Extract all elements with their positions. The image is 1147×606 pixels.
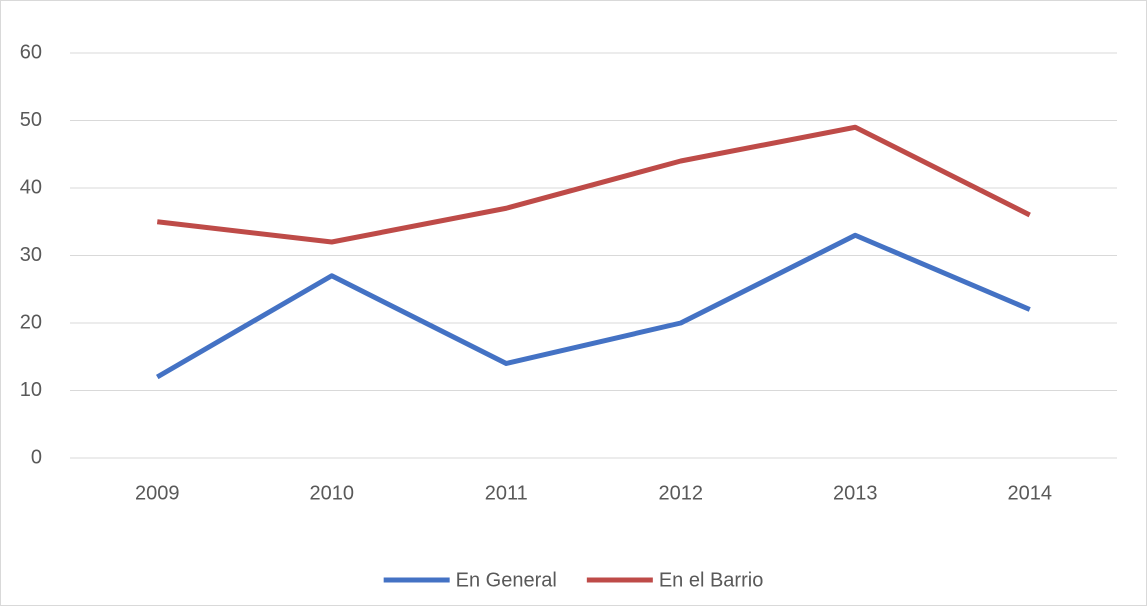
series-line (155, 232, 1031, 380)
legend-label: En General (456, 569, 557, 591)
x-tick-label: 2014 (1008, 482, 1053, 504)
x-tick-label: 2012 (659, 482, 704, 504)
series-line (156, 124, 1031, 245)
x-tick-label: 2011 (485, 482, 528, 504)
y-tick-label: 30 (20, 244, 42, 266)
y-tick-label: 60 (20, 41, 42, 63)
y-tick-label: 0 (31, 446, 42, 468)
y-tick-label: 50 (20, 109, 42, 131)
y-tick-label: 10 (20, 379, 42, 401)
legend-label: En el Barrio (659, 569, 764, 591)
y-tick-label: 20 (20, 311, 42, 333)
x-tick-label: 2010 (310, 482, 355, 504)
x-tick-label: 2013 (833, 482, 878, 504)
y-tick-label: 40 (20, 176, 42, 198)
x-tick-label: 2009 (135, 482, 180, 504)
